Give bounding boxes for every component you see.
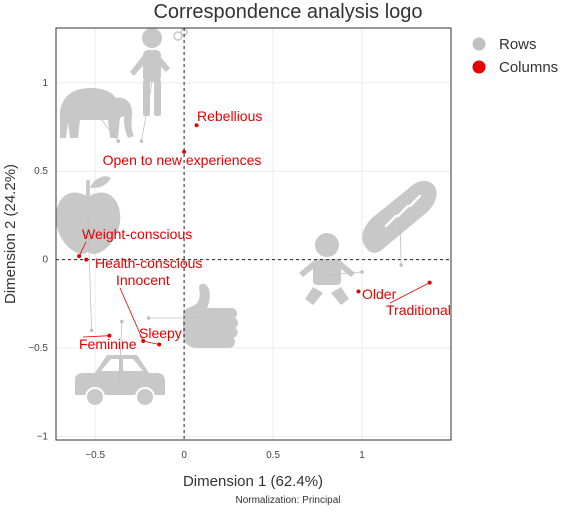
y-tick-label: 0 xyxy=(42,255,48,266)
x-tick-label: 0.5 xyxy=(266,450,280,461)
column-label: Open to new experiences xyxy=(103,152,262,168)
legend-marker xyxy=(472,37,486,51)
row-point xyxy=(139,139,144,143)
row-leader-line xyxy=(118,321,123,386)
column-leader-line xyxy=(142,340,160,345)
column-label: Weight-conscious xyxy=(82,226,192,242)
y-tick-label: 1 xyxy=(42,78,48,89)
person-smoking-icon xyxy=(129,27,188,117)
column-label: Innocent xyxy=(116,272,170,288)
apple-icon xyxy=(55,176,121,255)
y-tick-label: −1 xyxy=(37,431,49,442)
bread-icon xyxy=(360,179,438,255)
x-tick-label: −0.5 xyxy=(85,450,105,461)
x-tick-labels: −0.5 0 0.5 1 xyxy=(85,450,365,461)
column-point xyxy=(427,280,432,285)
leader-lines xyxy=(78,81,430,386)
column-leader-line xyxy=(78,241,87,257)
row-point xyxy=(399,263,403,267)
row-leader-line xyxy=(87,215,92,331)
row-leader-line xyxy=(141,81,153,142)
x-axis-title: Dimension 1 (62.4%) xyxy=(183,473,323,490)
zero-lines xyxy=(56,28,451,440)
point-labels: Rebellious Open to new experiences Weight-… xyxy=(79,108,451,352)
column-point xyxy=(84,257,89,262)
row-leader-line xyxy=(93,109,119,142)
column-leader-line xyxy=(389,282,430,304)
row-point xyxy=(116,139,121,143)
thumbs-up-icon xyxy=(183,283,238,348)
column-label: Traditional xyxy=(386,302,451,318)
data-points xyxy=(77,123,432,347)
column-label: Sleepy xyxy=(139,325,182,341)
elephant-icon xyxy=(59,88,134,138)
column-point xyxy=(77,254,82,259)
normalization-note: Normalization: Principal xyxy=(235,495,340,506)
column-leader-line xyxy=(119,287,144,342)
row-leader-line xyxy=(326,271,363,276)
legend-label: Columns xyxy=(499,59,558,76)
row-point xyxy=(120,319,124,324)
column-point xyxy=(141,338,146,343)
column-label: Feminine xyxy=(79,336,137,352)
legend-label: Rows xyxy=(499,36,537,53)
column-label: Older xyxy=(362,286,397,302)
plot-frame xyxy=(55,27,452,441)
chart-title: Correspondence analysis logo xyxy=(153,1,422,23)
y-tick-label: 0.5 xyxy=(34,166,48,177)
y-tick-labels: −1 −0.5 0 0.5 1 xyxy=(28,78,48,443)
column-point xyxy=(107,333,112,338)
column-point xyxy=(194,123,199,128)
row-leader-line xyxy=(399,221,402,265)
column-point xyxy=(157,342,162,347)
row-point xyxy=(89,328,94,333)
row-point xyxy=(146,316,151,320)
y-axis-title: Dimension 2 (24.2%) xyxy=(2,164,19,304)
column-point xyxy=(356,289,361,294)
column-label: Rebellious xyxy=(197,108,262,124)
legend: Rows Columns xyxy=(472,36,558,76)
legend-marker xyxy=(472,60,486,74)
baby-icon xyxy=(299,233,355,305)
column-leader-line xyxy=(82,335,110,338)
row-point xyxy=(360,270,364,274)
x-tick-label: 0 xyxy=(181,450,187,461)
column-label: Health-conscious xyxy=(95,255,202,271)
x-tick-label: 1 xyxy=(359,450,365,461)
column-point xyxy=(182,149,187,154)
y-tick-label: −0.5 xyxy=(28,343,48,354)
